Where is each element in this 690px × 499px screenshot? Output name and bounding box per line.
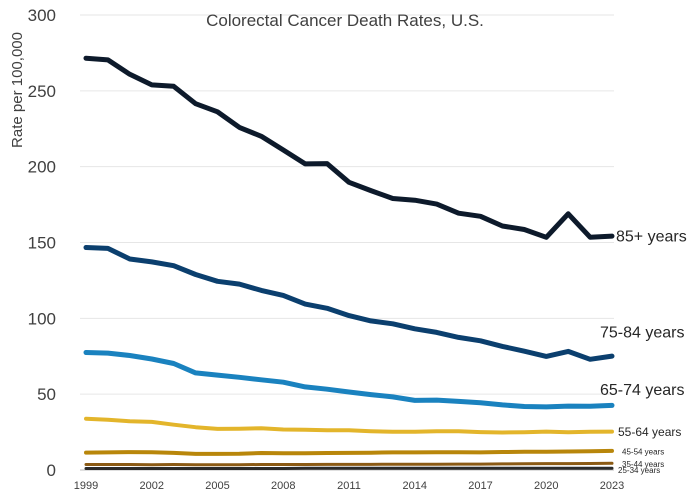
series-line-85-years — [83, 55, 615, 240]
series-line-35-44-years — [84, 461, 614, 467]
x-tick-label: 2008 — [271, 480, 295, 492]
series-lines — [83, 55, 615, 470]
series-label: 35-44 years — [622, 460, 664, 469]
x-tick-label: 2014 — [403, 480, 427, 492]
series-labels: 85+ years 75-84 years 65-74 years 55-64 yea… — [600, 229, 687, 475]
series-label: 25-34 years — [618, 466, 660, 475]
x-tick-label: 2005 — [205, 480, 229, 492]
series-label: 85+ years — [616, 229, 687, 246]
x-tick-label: 2002 — [140, 480, 164, 492]
y-axis-label: Rate per 100,000 — [9, 32, 26, 148]
series-line-75-84-years — [83, 245, 615, 362]
series-line-45-54-years — [84, 448, 614, 456]
series-line-55-64-years — [84, 416, 614, 435]
y-tick-label: 200 — [28, 158, 56, 177]
series-label: 55-64 years — [618, 425, 681, 439]
x-tick-label: 2023 — [600, 480, 624, 492]
y-tick-label: 250 — [28, 82, 56, 101]
y-tick-label: 300 — [28, 6, 56, 25]
series-label: 75-84 years — [600, 325, 685, 342]
series-label: 65-74 years — [600, 382, 685, 399]
y-tick-label: 150 — [28, 234, 56, 253]
y-tick-label: 50 — [37, 385, 56, 404]
gridlines — [80, 14, 614, 395]
y-tick-label: 100 — [28, 309, 56, 328]
chart-title: Colorectal Cancer Death Rates, U.S. — [206, 11, 484, 30]
x-tick-label: 1999 — [74, 480, 98, 492]
y-tick-label: 0 — [47, 461, 56, 480]
series-label: 45-54 years — [622, 448, 664, 457]
x-tick-label: 2017 — [468, 480, 492, 492]
x-tick-label: 2020 — [534, 480, 558, 492]
x-tick-label: 2011 — [337, 480, 361, 492]
series-line-65-74-years — [83, 350, 615, 410]
